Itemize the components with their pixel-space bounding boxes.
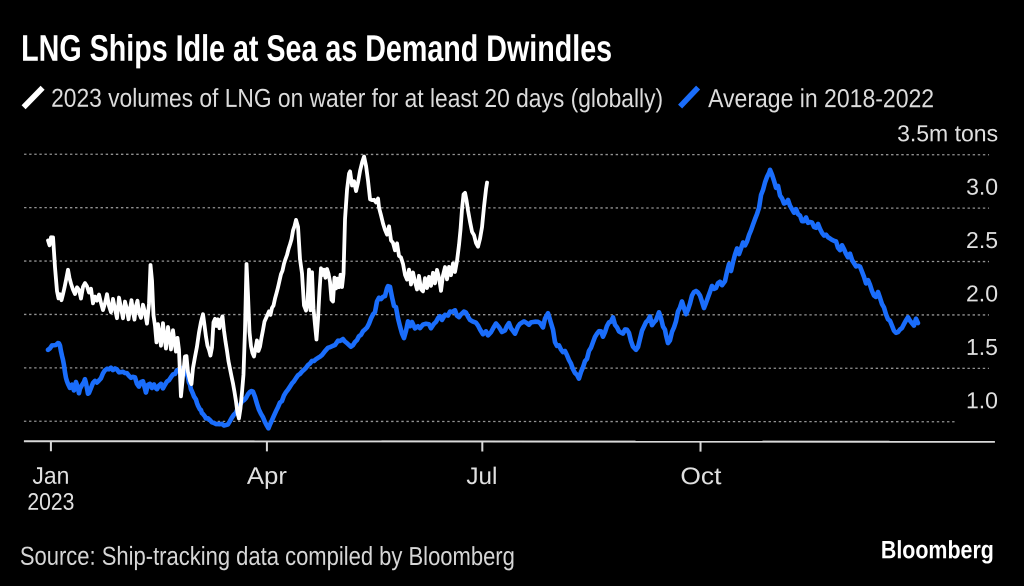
svg-text:Apr: Apr (247, 463, 287, 490)
svg-text:2.0: 2.0 (966, 280, 998, 306)
svg-text:Oct: Oct (680, 463, 721, 490)
svg-text:Bloomberg: Bloomberg (881, 536, 994, 564)
svg-text:2.5: 2.5 (966, 227, 998, 253)
svg-text:3.5m tons: 3.5m tons (897, 120, 998, 146)
svg-text:Average in 2018-2022: Average in 2018-2022 (708, 83, 934, 113)
svg-text:Jul: Jul (466, 463, 497, 490)
svg-text:Source: Ship-tracking data com: Source: Ship-tracking data compiled by B… (20, 541, 515, 571)
svg-text:3.0: 3.0 (966, 174, 998, 200)
svg-text:2023 volumes of LNG on water f: 2023 volumes of LNG on water for at leas… (51, 83, 663, 113)
svg-text:1.0: 1.0 (966, 387, 998, 413)
svg-text:1.5: 1.5 (966, 334, 998, 360)
svg-text:2023: 2023 (27, 489, 74, 516)
svg-text:LNG Ships Idle at Sea as Deman: LNG Ships Idle at Sea as Demand Dwindles (21, 28, 612, 69)
svg-text:Jan: Jan (32, 463, 69, 490)
